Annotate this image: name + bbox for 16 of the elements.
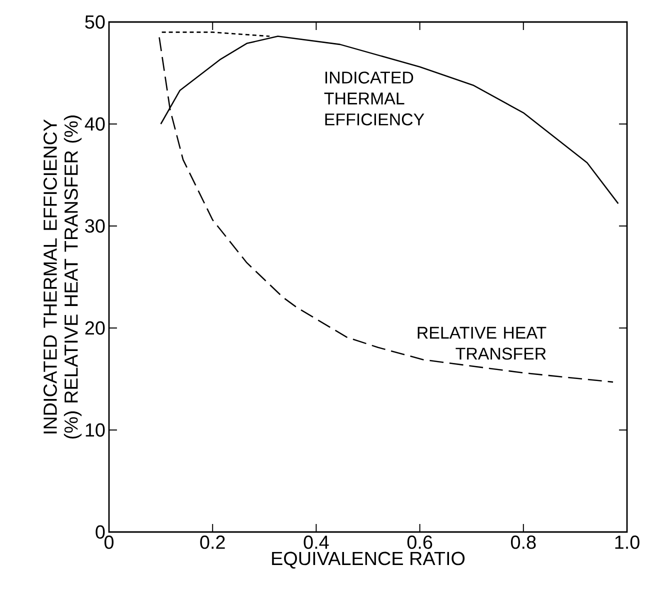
x-tick-label: 0 (104, 536, 114, 549)
y-tick-label: 50 (85, 15, 105, 29)
y-tick-label: 20 (85, 321, 105, 335)
y-tick-label: 40 (84, 117, 105, 131)
series-label: INDICATED THERMAL EFFICIENCY (324, 72, 424, 126)
x-tick-label: 0.6 (407, 536, 432, 549)
y-axis-title: INDICATED THERMAL EFFICIENCY (%) RELATIVE HEAT TRANSFER (%) (44, 116, 82, 438)
x-tick-label: 0.4 (304, 536, 329, 549)
x-tick-label: 0.8 (510, 536, 536, 549)
y-tick-label: 0 (96, 525, 105, 539)
x-tick-label: 0.2 (200, 536, 225, 549)
series-label: RELATIVE HEAT TRANSFER (418, 326, 546, 360)
x-axis-title: EQUIVALENCE RATIO (272, 552, 465, 569)
x-tick-label: 1.0 (615, 536, 640, 549)
y-tick-label: 10 (86, 423, 105, 437)
y-tick-label: 30 (85, 219, 105, 233)
